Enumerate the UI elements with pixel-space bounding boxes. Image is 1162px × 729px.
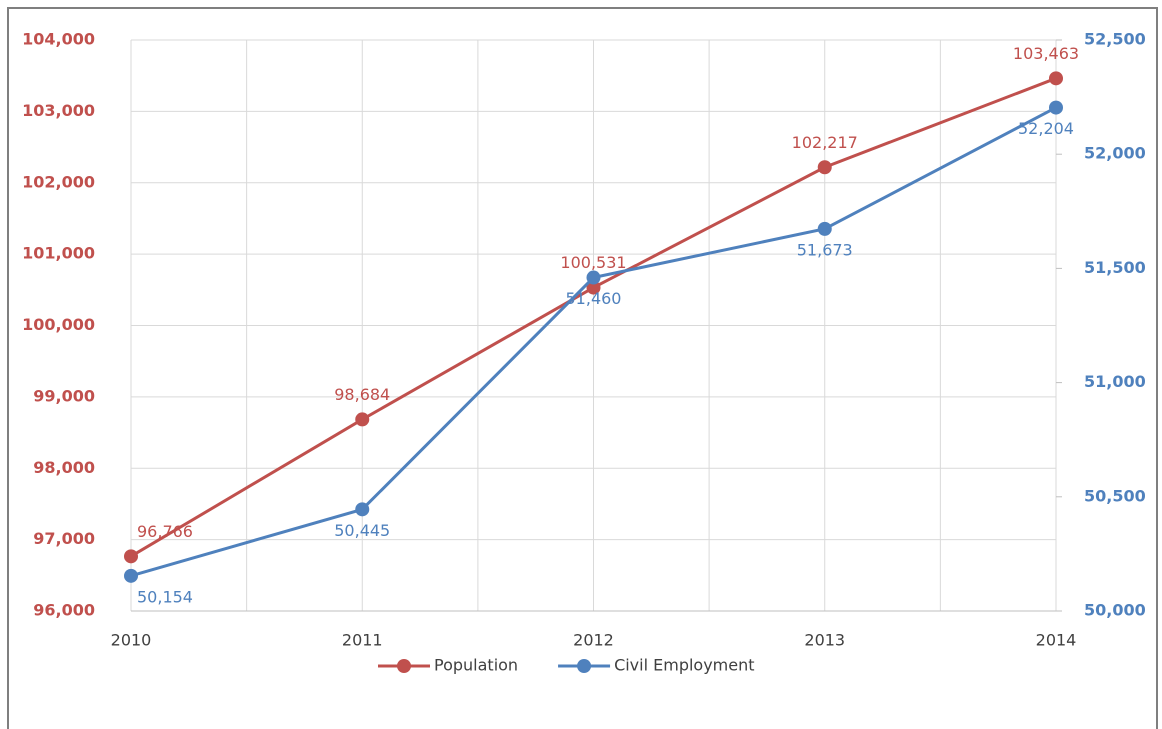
- point: [586, 280, 601, 295]
- data-label: 52,204: [1018, 119, 1074, 138]
- point: [817, 160, 832, 175]
- data-label: 100,531: [560, 253, 626, 272]
- legend-marker: [577, 659, 592, 673]
- point: [124, 568, 138, 583]
- x-tick-label: 2010: [111, 631, 152, 650]
- data-label: 51,460: [566, 289, 622, 308]
- y2-tick-label: 52,000: [1084, 144, 1146, 163]
- data-label: 51,673: [797, 240, 853, 259]
- x-tick-label: 2014: [1036, 631, 1077, 650]
- point: [124, 549, 138, 564]
- legend-marker: [397, 659, 411, 673]
- x-tick-label: 2012: [573, 631, 614, 650]
- data-label: 96,766: [137, 522, 193, 541]
- y2-tick-label: 50,000: [1084, 601, 1146, 620]
- y2-tick-label: 50,500: [1084, 486, 1146, 505]
- y-tick-label: 104,000: [22, 30, 95, 49]
- y-tick-label: 103,000: [22, 101, 95, 120]
- data-label: 98,684: [334, 385, 390, 404]
- y-tick-label: 100,000: [22, 315, 95, 334]
- point: [586, 270, 601, 285]
- x-tick-label: 2013: [804, 631, 845, 650]
- y-tick-label: 99,000: [33, 386, 95, 405]
- y-tick-label: 102,000: [22, 172, 95, 191]
- data-label: 50,445: [334, 521, 390, 540]
- point: [355, 412, 370, 427]
- data-label: 50,154: [137, 587, 193, 606]
- x-tick-label: 2011: [342, 631, 383, 650]
- legend-label: Population: [434, 656, 518, 675]
- y2-tick-label: 52,500: [1084, 30, 1146, 49]
- point: [817, 221, 832, 236]
- data-label: 102,217: [792, 133, 858, 152]
- point: [1049, 100, 1063, 115]
- point: [355, 502, 370, 517]
- point: [1049, 71, 1063, 86]
- data-label: 103,463: [1013, 44, 1079, 63]
- legend-label: Civil Employment: [614, 656, 754, 675]
- y2-tick-label: 51,500: [1084, 258, 1146, 277]
- y-tick-label: 97,000: [33, 529, 95, 548]
- y-tick-label: 96,000: [33, 601, 95, 620]
- frame: [7, 7, 1158, 729]
- y-tick-label: 101,000: [22, 244, 95, 263]
- y-tick-label: 98,000: [33, 458, 95, 477]
- y2-tick-label: 51,000: [1084, 372, 1146, 391]
